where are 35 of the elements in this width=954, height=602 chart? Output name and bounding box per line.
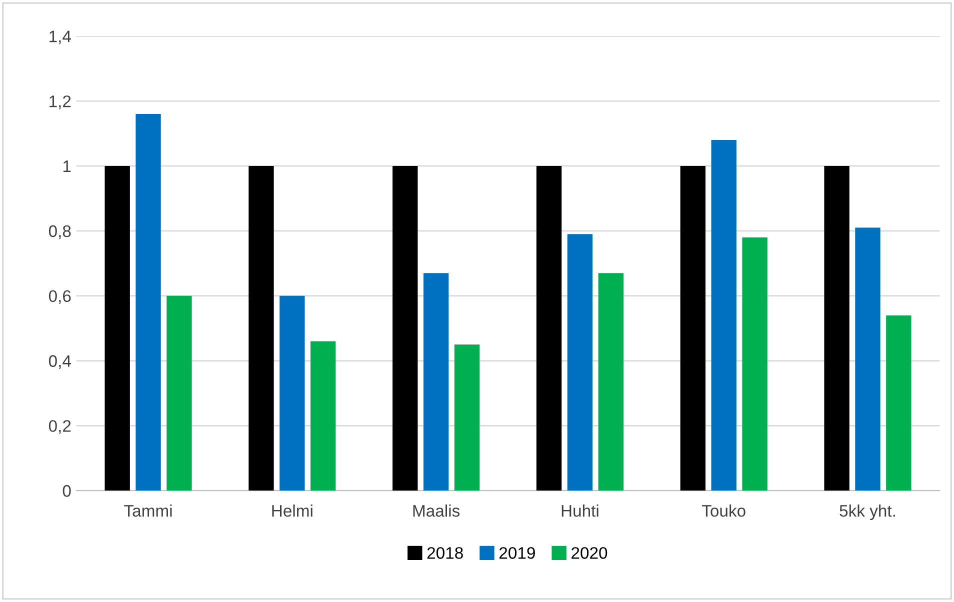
y-tick-label: 0	[62, 485, 71, 497]
bar	[392, 166, 418, 491]
bar	[855, 228, 880, 491]
x-tick-label: Tammi	[124, 504, 172, 517]
bar	[536, 166, 562, 491]
x-tick-label: Huhti	[562, 504, 598, 517]
legend-label: 2018	[427, 547, 463, 559]
bar	[598, 273, 624, 491]
y-tick-label: 1,4	[50, 30, 71, 44]
bar	[166, 296, 192, 491]
y-tick-label: 0,2	[48, 420, 71, 434]
x-tick-label: Touko	[702, 504, 746, 517]
bar	[886, 315, 912, 491]
bar	[280, 296, 305, 491]
bar	[742, 237, 768, 491]
x-tick-label: 5kk yht.	[840, 504, 895, 520]
bar	[454, 344, 480, 491]
bar	[711, 140, 736, 491]
bar	[680, 166, 706, 491]
bar	[310, 341, 336, 491]
legend-label: 2020	[572, 547, 608, 559]
bar	[104, 166, 130, 491]
y-tick-label: 0,4	[48, 355, 71, 369]
y-tick-label: 1	[63, 160, 71, 172]
legend-label: 2019	[499, 547, 535, 559]
x-tick-label: Helmi	[272, 504, 312, 517]
bar	[567, 234, 593, 491]
bar	[423, 273, 449, 491]
bar	[136, 114, 161, 491]
bar	[824, 166, 850, 491]
y-tick-label: 0,8	[48, 225, 71, 240]
x-tick-label: Maalis	[413, 504, 460, 517]
y-tick-label: 0,6	[48, 290, 71, 304]
y-tick-label: 1,2	[50, 95, 71, 110]
bar	[248, 166, 274, 491]
